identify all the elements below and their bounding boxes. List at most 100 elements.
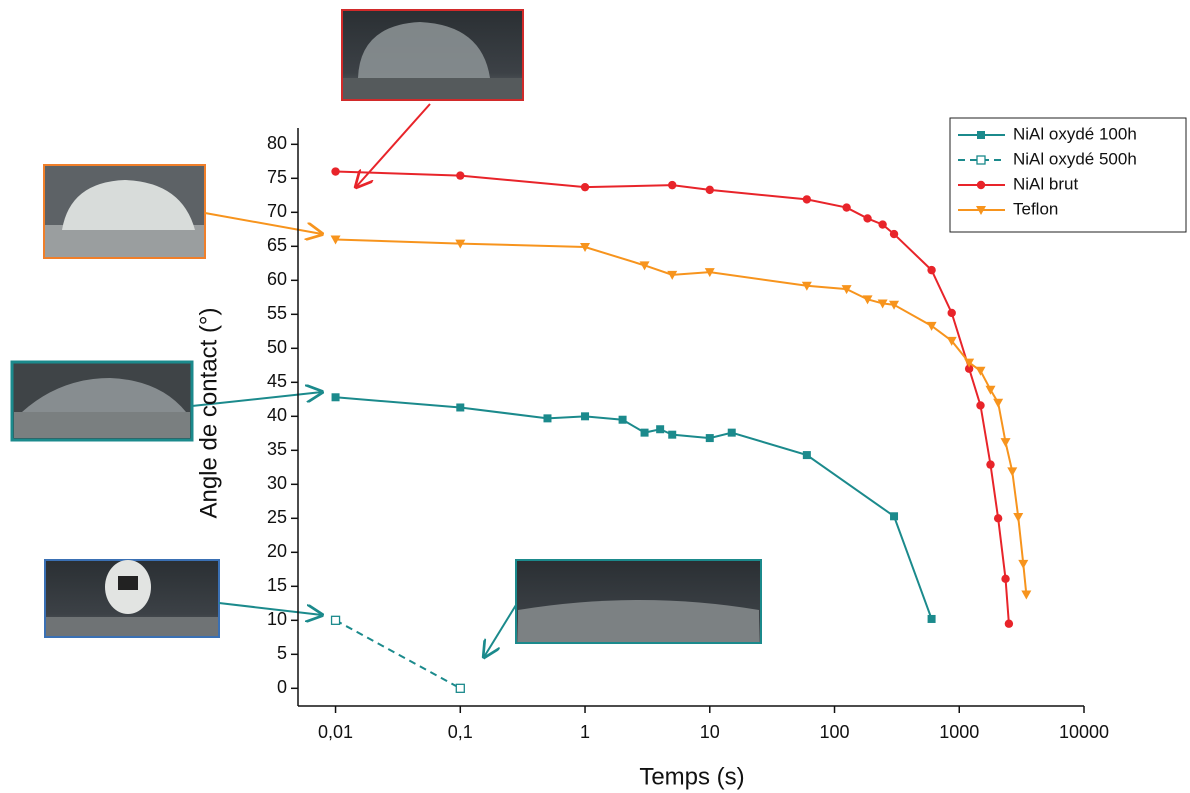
x-tick-label: 100 [819,722,849,742]
data-point [802,195,812,204]
data-point [964,364,974,373]
data-point [456,171,465,180]
legend-label: Teflon [1013,199,1058,218]
data-point [802,451,811,460]
data-point [890,512,899,521]
data-point [330,235,341,245]
data-point [964,358,975,368]
x-axis-title: Temps (s) [639,763,744,790]
series-line [335,238,1028,595]
data-point [801,281,812,291]
data-point [1013,512,1024,522]
inset-photo [484,559,762,657]
inset-photo [44,559,322,638]
data-point [986,460,995,469]
data-point [727,428,736,437]
series-line [335,619,461,690]
data-point [331,393,340,402]
data-point [841,285,852,295]
data-point [985,385,996,395]
data-point [668,430,677,439]
data-point [668,180,677,190]
data-point [1021,590,1032,600]
data-point [1004,619,1014,628]
data-point [1007,467,1018,477]
data-point [580,243,591,252]
data-point [927,614,936,623]
legend-label: NiAl oxydé 100h [1013,124,1137,143]
inset-photo [10,360,322,442]
data-point [927,265,936,275]
data-point [656,425,665,434]
x-tick-label: 10 [700,722,720,742]
data-point [667,270,678,280]
data-point [975,366,986,376]
legend-marker [976,155,986,165]
data-point [946,336,957,346]
x-tick-label: 10000 [1059,722,1109,742]
x-tick-label: 0,01 [318,722,353,742]
x-tick-label: 0,1 [448,722,473,742]
y-tick-label: 15 [267,575,287,595]
data-point [976,401,985,410]
legend-marker [976,180,986,190]
data-point [639,261,650,271]
y-tick-label: 5 [277,643,287,663]
data-point [456,403,465,412]
x-tick-label: 1 [580,722,590,742]
data-point [877,299,888,309]
y-tick-label: 55 [267,303,287,323]
y-tick-label: 45 [267,371,287,391]
y-tick-label: 80 [267,133,287,153]
data-point [705,434,714,443]
y-tick-label: 20 [267,541,287,561]
data-point [331,167,340,176]
legend-marker [977,131,985,139]
inset-photo [43,164,322,259]
data-point [926,321,937,331]
data-point [862,295,873,305]
y-tick-label: 30 [267,473,287,493]
data-point [889,300,900,310]
data-point [889,229,899,239]
data-point [330,615,341,625]
legend-label: NiAl brut [1013,174,1078,193]
series-line [335,170,1010,624]
y-tick-label: 65 [267,235,287,255]
data-point [1018,559,1029,569]
y-axis-title: Angle de contact (°) [195,307,222,518]
data-point [1001,574,1010,584]
data-point [640,428,649,437]
data-point [580,182,590,192]
data-point [878,220,887,229]
data-point [1000,438,1011,448]
data-point [618,415,627,424]
data-point [993,398,1004,408]
y-tick-label: 10 [267,609,287,629]
data-point [581,412,590,421]
y-tick-label: 0 [277,677,287,697]
insets [10,9,762,657]
legend-label: NiAl oxydé 500h [1013,149,1137,168]
inset-photo [341,9,524,187]
data-point [842,203,851,212]
data-point [455,239,466,249]
data-point [543,414,552,423]
legend-box [949,117,1187,233]
y-tick-label: 35 [267,439,287,459]
y-tick-label: 60 [267,269,287,289]
y-tick-label: 40 [267,405,287,425]
y-tick-label: 70 [267,201,287,221]
data-point [863,214,872,223]
y-tick-label: 50 [267,337,287,357]
data-point [705,185,714,195]
data-point [993,514,1003,523]
y-tick-label: 75 [267,167,287,187]
legend-marker [976,206,986,215]
data-point [947,308,956,318]
y-tick-label: 25 [267,507,287,527]
data-point [704,268,715,278]
x-tick-label: 1000 [939,722,979,742]
data-point [455,683,465,693]
